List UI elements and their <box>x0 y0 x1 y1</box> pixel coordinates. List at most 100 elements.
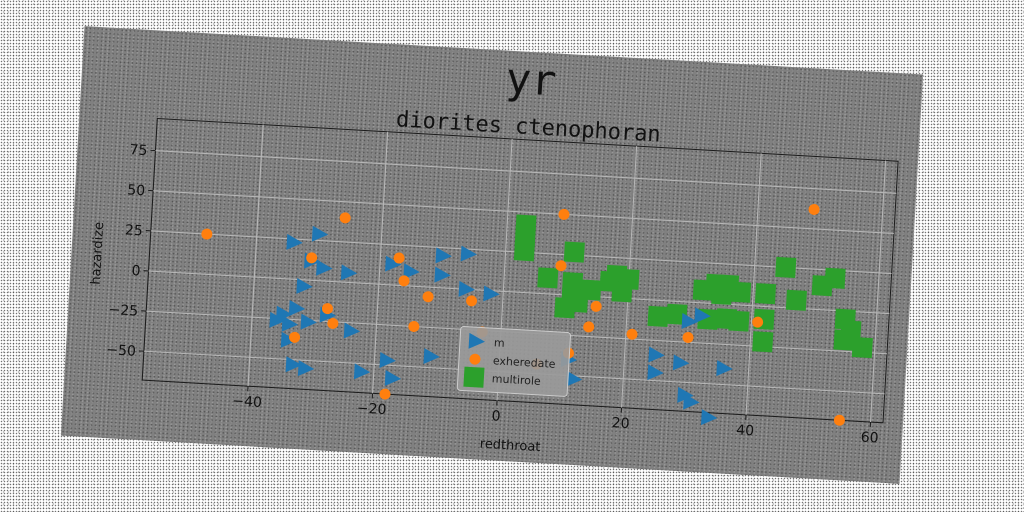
data-point-triangle-right <box>672 354 690 371</box>
data-point-triangle-right <box>694 307 711 324</box>
data-point-triangle-right <box>384 369 402 386</box>
data-point-triangle-right <box>379 351 396 368</box>
data-point-circle <box>558 208 570 220</box>
data-point-triangle-right <box>316 259 333 276</box>
x-grid-line <box>870 160 887 423</box>
data-point-triangle-right <box>423 348 440 365</box>
data-point-triangle-right <box>343 322 361 339</box>
data-point-triangle-right <box>458 280 475 297</box>
data-point-triangle-right <box>311 225 329 242</box>
data-point-triangle-right <box>288 300 306 317</box>
data-point-square <box>647 305 669 327</box>
data-point-triangle-right <box>281 315 299 332</box>
data-point-triangle-right <box>403 263 420 280</box>
data-point-circle <box>466 295 478 307</box>
data-point-circle <box>393 252 405 264</box>
y-tick-label: 75 <box>129 142 148 159</box>
data-point-triangle-right <box>647 364 664 381</box>
data-point-square <box>513 240 535 262</box>
data-point-triangle-right <box>565 370 583 387</box>
data-point-circle <box>833 414 845 426</box>
x-grid-line <box>247 124 264 387</box>
legend-marker <box>463 366 485 388</box>
data-point-triangle-right <box>340 264 358 281</box>
data-point-circle <box>379 388 391 400</box>
y-tick-label: 0 <box>131 263 141 279</box>
data-point-circle <box>408 321 420 333</box>
data-point-triangle-right <box>296 277 313 294</box>
y-tick-label: −50 <box>106 342 136 360</box>
y-grid-line <box>148 270 890 315</box>
data-point-square <box>752 331 774 353</box>
chart-figure: yr diorites ctenophoran −40 −20 0 20 40 60 −50… <box>60 26 924 484</box>
data-point-triangle-right <box>435 247 452 264</box>
data-point-circle <box>327 317 339 329</box>
y-tick-label: 25 <box>125 222 144 239</box>
data-point-circle <box>398 275 410 287</box>
x-tick-label: 40 <box>736 422 755 439</box>
data-point-square <box>730 281 752 303</box>
chart-title: diorites ctenophoran <box>395 107 661 147</box>
data-point-triangle-right <box>297 360 315 377</box>
y-grid-line <box>155 150 897 194</box>
data-point-circle <box>422 291 434 303</box>
legend-label: exheredate <box>493 354 557 371</box>
data-point-square <box>824 267 846 289</box>
data-point-triangle-right <box>286 233 303 250</box>
data-point-triangle-right <box>683 393 700 410</box>
data-point-square <box>775 256 797 279</box>
legend-box <box>456 325 571 397</box>
suptitle: yr <box>505 54 558 106</box>
data-point-square <box>754 283 777 305</box>
y-axis-label: hazardize <box>89 222 108 286</box>
x-tick-label: 20 <box>611 415 630 432</box>
data-point-triangle-right <box>300 313 317 330</box>
y-grid-line <box>153 190 894 234</box>
data-point-circle <box>682 331 694 343</box>
data-point-square <box>580 279 602 301</box>
data-point-circle <box>306 252 318 264</box>
data-point-square <box>563 241 585 263</box>
data-point-square <box>728 310 750 332</box>
data-point-triangle-right <box>385 255 402 272</box>
scatter-chart: yr diorites ctenophoran −40 −20 0 20 40 60 −50… <box>89 54 899 455</box>
data-point-triangle-right <box>716 360 733 377</box>
axes-frame <box>141 117 899 424</box>
legend-label: m <box>494 336 505 350</box>
data-point-circle <box>583 321 595 333</box>
x-tick-label: 60 <box>860 430 879 447</box>
data-point-triangle-right <box>269 311 286 328</box>
data-point-triangle-right <box>648 346 665 363</box>
data-point-triangle-right <box>483 285 500 302</box>
y-tick-label: −25 <box>108 302 138 320</box>
data-point-triangle-right <box>681 313 698 330</box>
data-point-circle <box>321 303 333 315</box>
plot-area: −40 −20 0 20 40 60 −50 −25 0 25 50 75 m exheredatemul… <box>106 117 899 447</box>
y-tick-label: 50 <box>127 182 146 199</box>
x-axis-label: redthroat <box>479 437 540 455</box>
data-point-square <box>561 271 584 294</box>
legend-marker <box>469 353 481 365</box>
data-point-triangle-right <box>700 409 718 426</box>
data-point-triangle-right <box>460 245 478 262</box>
data-point-circle <box>555 260 567 272</box>
data-point-circle <box>808 204 820 216</box>
data-point-circle <box>339 212 351 224</box>
data-point-triangle-right <box>434 266 451 283</box>
data-point-circle <box>590 300 602 312</box>
data-point-circle <box>626 328 638 340</box>
data-point-circle <box>752 316 764 328</box>
data-point-triangle-right <box>280 331 298 348</box>
legend-label: multirole <box>492 372 542 388</box>
data-point-triangle-right <box>353 363 371 380</box>
data-point-square <box>785 289 807 311</box>
x-tick-label: −40 <box>232 393 262 411</box>
x-tick-label: 0 <box>491 408 501 424</box>
data-point-triangle-right <box>285 356 302 373</box>
data-point-square <box>537 267 559 289</box>
x-grid-line <box>745 153 762 415</box>
legend-marker <box>468 332 485 349</box>
data-point-circle <box>201 228 213 240</box>
data-point-square <box>618 268 640 290</box>
x-tick-label: −20 <box>356 400 386 418</box>
